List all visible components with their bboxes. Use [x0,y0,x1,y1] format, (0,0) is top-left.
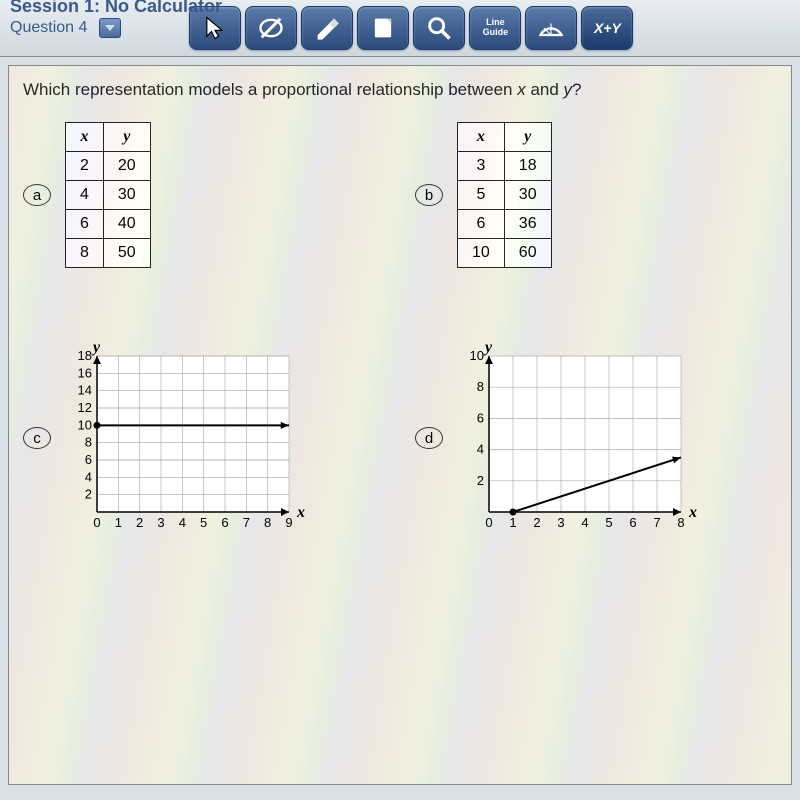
question-number: Question 4 [10,19,87,37]
option-a-label[interactable]: a [23,184,51,206]
cell: 30 [504,181,551,210]
svg-text:9: 9 [285,515,292,530]
svg-text:4: 4 [85,469,92,484]
magnifier-icon [425,14,453,42]
svg-text:14: 14 [78,383,92,398]
option-d[interactable]: d 0 1 2 3 4 5 6 7 8 2 4 6 8 10 x y [415,338,777,538]
svg-text:6: 6 [629,515,636,530]
line-guide-tool[interactable]: Line Guide [469,6,521,50]
arrow-cursor-icon [201,14,229,42]
option-c[interactable]: c 012345678924681012141618xy [23,338,385,538]
svg-text:7: 7 [653,515,660,530]
xy-label: X+Y [594,20,621,36]
svg-text:6: 6 [477,410,484,425]
svg-text:8: 8 [677,515,684,530]
option-b-label[interactable]: b [415,184,443,206]
svg-text:6: 6 [221,515,228,530]
svg-text:8: 8 [85,435,92,450]
cell: 30 [103,181,150,210]
line-guide-label: Line Guide [483,18,509,38]
svg-text:12: 12 [78,400,92,415]
svg-text:2: 2 [533,515,540,530]
svg-text:4: 4 [581,515,588,530]
cell: 36 [504,210,551,239]
svg-text:4: 4 [477,442,484,457]
cell: 8 [66,239,104,268]
question-dropdown[interactable] [99,18,121,38]
svg-text:y: y [483,339,493,356]
cell: 5 [458,181,505,210]
graph-d: 0 1 2 3 4 5 6 7 8 2 4 6 8 10 x y [457,338,697,538]
protractor-tool[interactable] [525,6,577,50]
svg-text:2: 2 [477,473,484,488]
col-x: x [66,123,104,152]
svg-text:1: 1 [509,515,516,530]
svg-text:2: 2 [136,515,143,530]
toolbar: Line Guide X+Y [189,6,633,50]
cell: 2 [66,152,104,181]
svg-text:x: x [688,504,697,521]
cell: 50 [103,239,150,268]
notepad-tool[interactable] [357,6,409,50]
cell: 20 [103,152,150,181]
svg-text:5: 5 [200,515,207,530]
equation-tool[interactable]: X+Y [581,6,633,50]
cell: 18 [504,152,551,181]
option-b[interactable]: b xy 318 530 636 1060 [415,122,777,268]
cell: 6 [458,210,505,239]
svg-text:x: x [296,504,305,521]
option-a[interactable]: a xy 220 430 640 850 [23,122,385,268]
svg-text:1: 1 [115,515,122,530]
svg-text:2: 2 [85,487,92,502]
svg-text:0: 0 [93,515,100,530]
highlighter-tool[interactable] [301,6,353,50]
chevron-down-icon [104,23,116,33]
col-x: x [458,123,505,152]
content-area: Which representation models a proportion… [8,65,792,785]
magnifier-tool[interactable] [413,6,465,50]
cell: 10 [458,239,505,268]
svg-text:8: 8 [264,515,271,530]
cell: 3 [458,152,505,181]
svg-text:0: 0 [485,515,492,530]
table-a: xy 220 430 640 850 [65,122,151,268]
cross-out-icon [257,14,285,42]
svg-text:5: 5 [605,515,612,530]
svg-text:10: 10 [470,348,484,363]
protractor-icon [537,14,565,42]
svg-text:7: 7 [243,515,250,530]
notepad-icon [369,14,397,42]
option-c-label[interactable]: c [23,427,51,449]
svg-text:16: 16 [78,365,92,380]
option-d-label[interactable]: d [415,427,443,449]
cell: 6 [66,210,104,239]
cell: 60 [504,239,551,268]
svg-text:y: y [91,339,101,356]
options-grid: a xy 220 430 640 850 b xy 318 530 636 10… [23,122,777,538]
svg-text:6: 6 [85,452,92,467]
col-y: y [103,123,150,152]
table-b: xy 318 530 636 1060 [457,122,552,268]
highlighter-icon [313,14,341,42]
col-y: y [504,123,551,152]
graph-c: 012345678924681012141618xy [65,338,305,538]
session-title: Session 1: No Calculator [10,0,222,17]
svg-text:3: 3 [557,515,564,530]
svg-text:4: 4 [179,515,186,530]
svg-text:18: 18 [78,348,92,363]
svg-text:3: 3 [157,515,164,530]
cell: 4 [66,181,104,210]
question-text: Which representation models a proportion… [23,80,777,100]
svg-text:10: 10 [78,417,92,432]
svg-text:8: 8 [477,379,484,394]
cell: 40 [103,210,150,239]
cross-out-tool[interactable] [245,6,297,50]
